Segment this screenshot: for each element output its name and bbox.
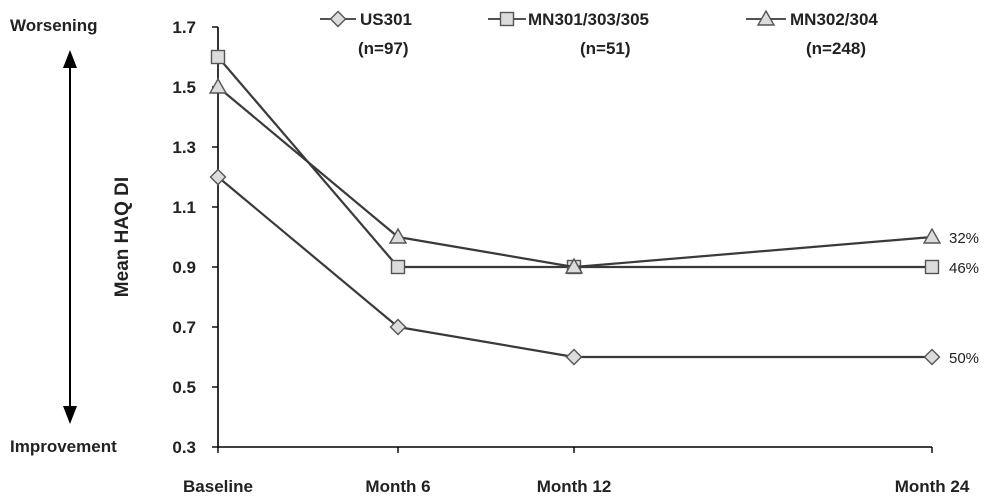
data-point-triangle: [208, 77, 228, 94]
y-axis-label: Mean HAQ DI: [112, 177, 133, 297]
x-tick-label: Month 24: [895, 477, 970, 496]
legend-item-3: MN302/304 (n=248): [746, 9, 878, 58]
legend-item-1: US301 (n=97): [320, 10, 412, 58]
y-tick-label: 0.5: [172, 378, 196, 397]
x-tick-label: Month 6: [365, 477, 430, 496]
chart-legend: US301 (n=97) MN301/303/305 (n=51) MN302/304 (…: [320, 9, 878, 58]
legend-triangle-marker-icon: [756, 9, 776, 26]
direction-arrow-up-icon: [63, 50, 77, 68]
data-point-diamond: [565, 348, 583, 366]
y-tick-label: 1.5: [172, 78, 196, 97]
legend-series-name: US301: [360, 10, 412, 29]
legend-diamond-marker-icon: [329, 10, 347, 28]
data-point-triangle: [922, 227, 942, 244]
x-tick-label: Month 12: [537, 477, 612, 496]
direction-arrow-down-icon: [63, 406, 77, 424]
data-point-triangle: [564, 257, 584, 274]
chart-plot-area: 50% 46% 32%: [208, 49, 979, 367]
data-point-square: [924, 259, 940, 275]
legend-series-name: MN302/304: [790, 10, 878, 29]
x-tick-label: Baseline: [183, 477, 253, 496]
series-3: 32%: [208, 77, 979, 274]
y-tick-label: 0.9: [172, 258, 196, 277]
data-point-square: [210, 49, 226, 65]
series-1: 50%: [209, 168, 979, 367]
legend-square-marker-icon: [499, 11, 515, 27]
y-tick-label: 1.1: [172, 198, 196, 217]
series-line: [217, 86, 933, 269]
legend-series-n: (n=248): [806, 39, 866, 58]
legend-series-n: (n=97): [358, 39, 409, 58]
y-tick-label: 1.7: [172, 18, 196, 37]
y-tick-label: 1.3: [172, 138, 196, 157]
series-end-label: 46%: [949, 260, 979, 277]
legend-item-2: MN301/303/305 (n=51): [488, 10, 649, 58]
data-point-triangle: [388, 227, 408, 244]
data-point-diamond: [209, 168, 227, 186]
improvement-label: Improvement: [10, 437, 117, 456]
worsening-label: Worsening: [10, 16, 98, 35]
data-point-diamond: [389, 318, 407, 336]
legend-series-n: (n=51): [580, 39, 631, 58]
legend-series-name: MN301/303/305: [528, 10, 649, 29]
data-point-square: [390, 259, 406, 275]
series-end-label: 32%: [949, 230, 979, 247]
data-point-diamond: [923, 348, 941, 366]
series-line: [217, 176, 932, 359]
y-tick-label: 0.3: [172, 438, 196, 457]
y-tick-label: 0.7: [172, 318, 196, 337]
chart-axes: 0.3 0.5 0.7 0.9 1.1 1.3 1.5 1.7 Baseline Month 6 M…: [172, 18, 969, 496]
series-line: [217, 56, 932, 269]
chart-side-annotations: Worsening Improvement Mean HAQ DI: [10, 16, 133, 456]
series-end-label: 50%: [949, 350, 979, 367]
